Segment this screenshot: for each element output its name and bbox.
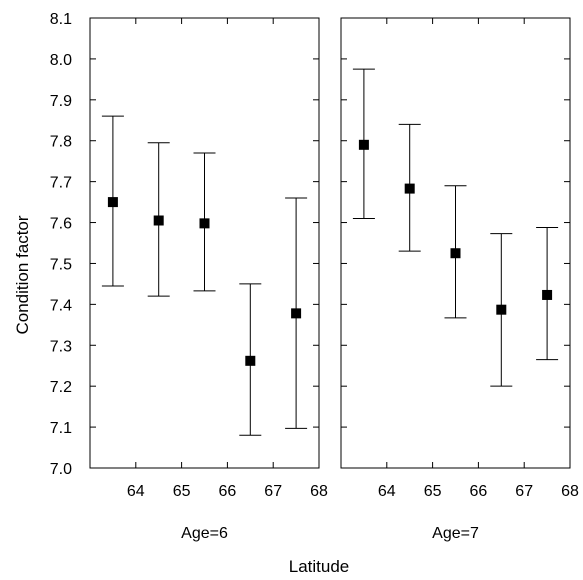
y-tick-label: 8.1: [50, 11, 72, 28]
chart-panel-1: 64 65 66 67 68 Age=6: [89, 17, 328, 542]
chart-panels: 64 65 66 67 68 Age=6 64 65 66 67 68 Age=7: [89, 17, 579, 542]
panel-frame: [340, 17, 571, 469]
data-point: [101, 115, 124, 287]
mean-marker: [358, 139, 369, 150]
panel-label: Age=6: [181, 525, 228, 542]
panel-frame: [89, 17, 320, 469]
y-tick-label: 7.0: [50, 461, 72, 478]
data-point: [444, 185, 467, 319]
x-tick-label: 65: [173, 483, 191, 500]
x-axis-title: Latitude: [289, 557, 350, 576]
data-point: [193, 152, 216, 292]
y-axis-title: Condition factor: [13, 215, 32, 334]
y-tick-label: 7.8: [50, 134, 72, 151]
x-tick-label: 64: [127, 483, 145, 500]
y-tick-label: 8.0: [50, 52, 72, 69]
x-tick-label: 68: [310, 483, 328, 500]
data-point: [352, 68, 375, 219]
chart-panel-2: 64 65 66 67 68 Age=7: [340, 17, 579, 542]
mean-marker: [291, 308, 302, 319]
data-point: [285, 197, 308, 429]
data-point: [398, 123, 421, 252]
data-point: [239, 283, 262, 436]
y-tick-label: 7.5: [50, 256, 72, 273]
y-tick-label: 7.7: [50, 175, 72, 192]
data-point: [490, 233, 513, 387]
panel-label: Age=7: [432, 525, 479, 542]
y-tick-label: 7.6: [50, 216, 72, 233]
x-tick-label: 68: [561, 483, 579, 500]
y-tick-label: 7.4: [50, 297, 72, 314]
mean-marker: [450, 248, 461, 259]
y-tick-label: 7.3: [50, 338, 72, 355]
mean-marker: [107, 197, 118, 208]
mean-marker: [153, 215, 164, 226]
mean-marker: [199, 218, 210, 229]
mean-marker: [245, 355, 256, 366]
x-tick-label: 66: [219, 483, 237, 500]
mean-marker: [542, 289, 553, 300]
data-point: [536, 226, 559, 361]
y-axis: 7.0 7.1 7.2 7.3 7.4 7.5 7.6 7.7 7.8 7.9 8.0 8.1: [50, 11, 72, 478]
x-tick-label: 65: [424, 483, 442, 500]
x-tick-label: 66: [470, 483, 488, 500]
data-point: [147, 142, 170, 297]
x-tick-label: 64: [378, 483, 396, 500]
y-tick-label: 7.2: [50, 379, 72, 396]
mean-marker: [404, 183, 415, 194]
x-tick-label: 67: [515, 483, 533, 500]
y-tick-label: 7.9: [50, 93, 72, 110]
mean-marker: [496, 304, 507, 315]
x-tick-label: 67: [264, 483, 282, 500]
y-tick-label: 7.1: [50, 420, 72, 437]
